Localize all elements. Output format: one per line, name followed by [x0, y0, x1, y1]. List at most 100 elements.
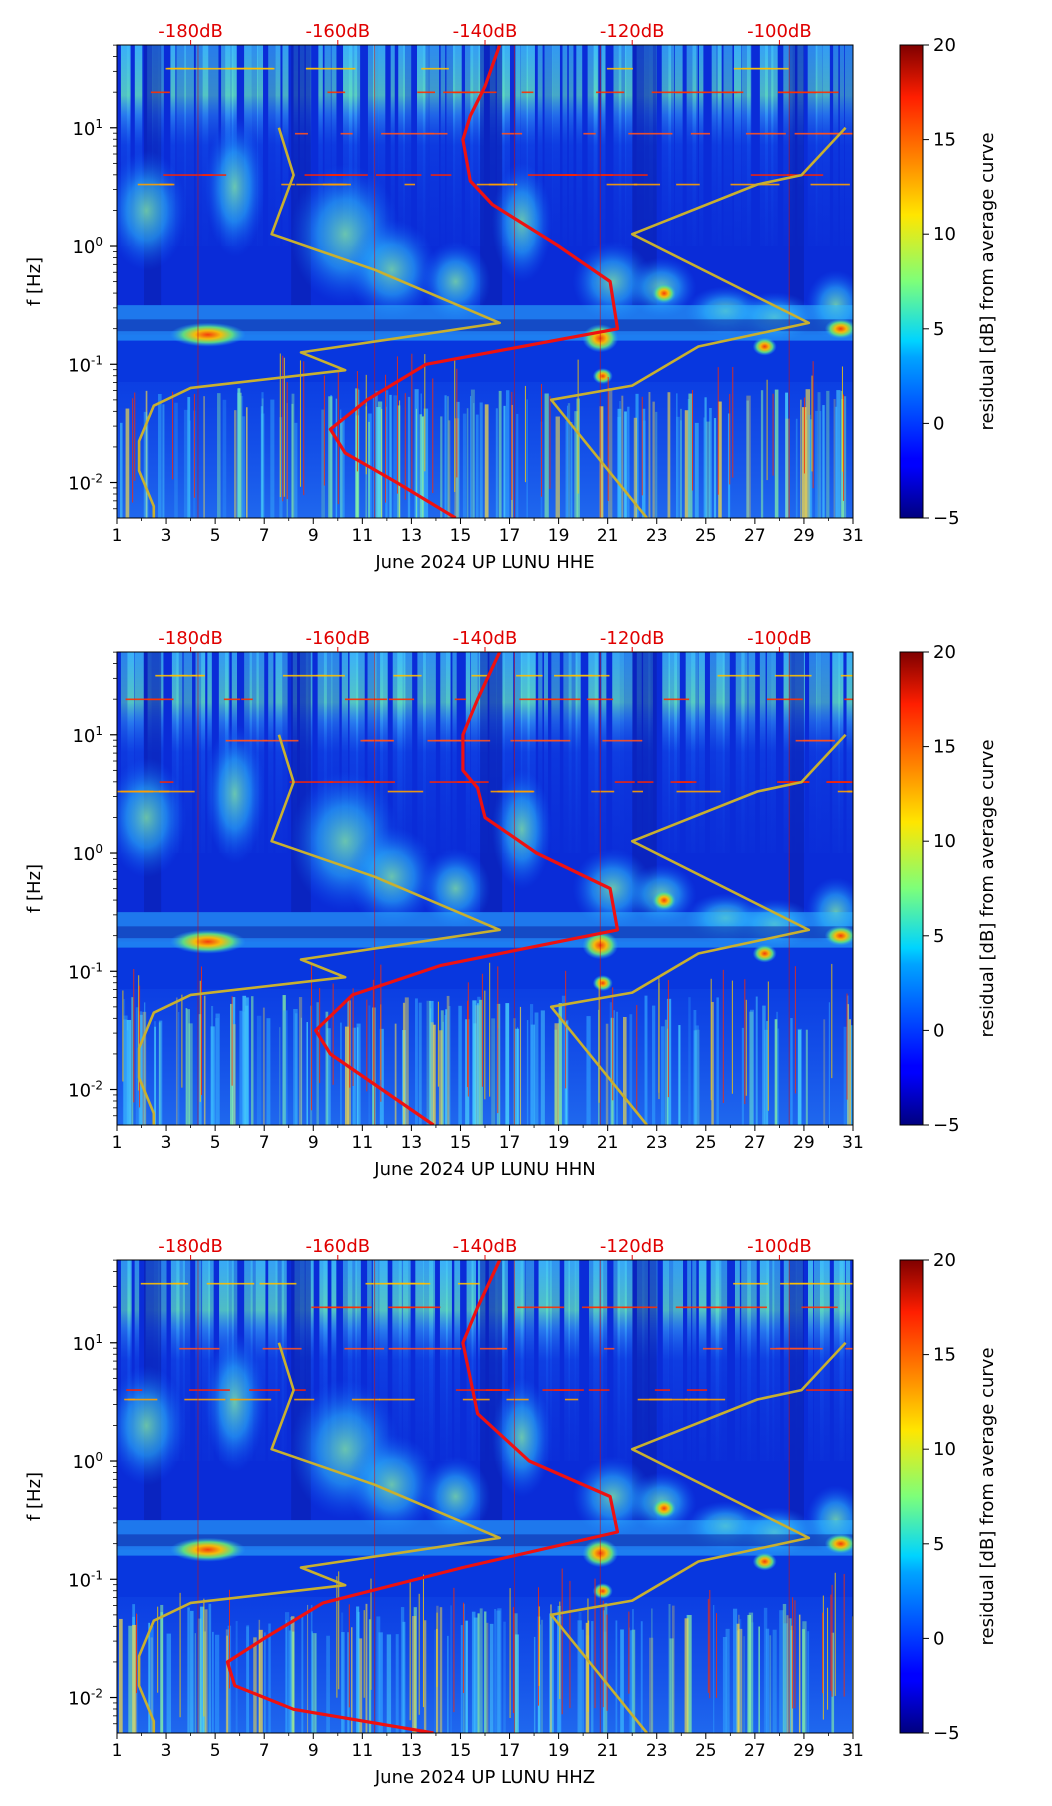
y-tick-label: 10-2 — [68, 472, 103, 495]
nlnm-curve — [137, 127, 502, 518]
x-tick-label: 29 — [793, 1741, 815, 1761]
y-axis-label: f [Hz] — [24, 257, 45, 306]
colorbar-tick-label: 15 — [933, 130, 956, 151]
top-db-tick-label: -180dB — [158, 21, 223, 42]
y-tick-label: 10-2 — [68, 1687, 103, 1710]
colorbar-tick-label: 20 — [933, 1250, 956, 1271]
top-db-tick-label: -180dB — [158, 628, 223, 649]
y-tick-label: 101 — [72, 1332, 103, 1355]
x-tick-label: 3 — [161, 1741, 172, 1761]
x-tick-label: 13 — [401, 526, 423, 546]
x-tick-label: 3 — [161, 1133, 172, 1153]
colorbar-label: residual [dB] from average curve — [977, 1347, 998, 1645]
y-tick-label: 10-1 — [68, 1568, 103, 1591]
top-db-tick-label: -120dB — [600, 21, 665, 42]
colorbar-label: residual [dB] from average curve — [977, 132, 998, 430]
x-tick-label: 3 — [161, 526, 172, 546]
x-tick-label: 19 — [548, 526, 570, 546]
nlnm-curve — [137, 1342, 502, 1733]
y-axis-label: f [Hz] — [24, 864, 45, 913]
x-tick-label: 25 — [695, 1133, 717, 1153]
nhnm-curve — [549, 1341, 847, 1733]
x-tick-label: 23 — [646, 1133, 668, 1153]
x-tick-label: 21 — [597, 1741, 619, 1761]
x-tick-label: 9 — [308, 1133, 319, 1153]
x-tick-label: 31 — [842, 1741, 864, 1761]
colorbar-tick-label: −5 — [933, 1115, 960, 1136]
x-axis-label: June 2024 UP LUNU HHE — [374, 552, 594, 573]
average-psd-curve — [225, 1260, 620, 1733]
x-tick-label: 1 — [112, 1741, 123, 1761]
x-tick-label: 23 — [646, 1741, 668, 1761]
colorbar-tick-label: 15 — [933, 1345, 956, 1366]
x-tick-label: 5 — [210, 526, 221, 546]
top-db-tick-label: -160dB — [305, 21, 370, 42]
x-tick-label: 15 — [450, 1741, 472, 1761]
top-db-tick-label: -140dB — [453, 21, 518, 42]
colorbar: 20 15 10 5 0 −5 residual [dB] from average cur… — [899, 642, 998, 1136]
top-db-tick-label: -180dB — [158, 1236, 223, 1257]
colorbar-tick-label: 5 — [933, 1534, 944, 1555]
top-db-tick-label: -120dB — [600, 1236, 665, 1257]
colorbar-tick-label: 0 — [933, 413, 944, 434]
x-tick-label: 17 — [499, 1741, 521, 1761]
colorbar-tick-label: 5 — [933, 319, 944, 340]
colorbar-tick-label: 10 — [933, 1439, 956, 1460]
x-tick-label: 15 — [450, 1133, 472, 1153]
x-tick-label: 5 — [210, 1741, 221, 1761]
colorbar-tick-label: 20 — [933, 642, 956, 663]
x-tick-label: 7 — [259, 1133, 270, 1153]
x-tick-label: 7 — [259, 526, 270, 546]
x-tick-label: 9 — [308, 1741, 319, 1761]
spectrogram-image — [117, 1260, 853, 1733]
spectrogram-image — [117, 652, 853, 1125]
colorbar-label: residual [dB] from average curve — [977, 739, 998, 1037]
x-tick-label: 27 — [744, 526, 766, 546]
top-db-tick-label: -100dB — [747, 21, 812, 42]
x-tick-label: 1 — [112, 1133, 123, 1153]
x-tick-label: 17 — [499, 526, 521, 546]
x-tick-label: 25 — [695, 526, 717, 546]
top-db-tick-label: -160dB — [305, 1236, 370, 1257]
colorbar: 20 15 10 5 0 −5 residual [dB] from average cur… — [899, 35, 998, 529]
x-tick-label: 19 — [548, 1741, 570, 1761]
x-tick-label: 5 — [210, 1133, 221, 1153]
x-tick-label: 11 — [352, 1741, 374, 1761]
x-tick-label: 13 — [401, 1133, 423, 1153]
y-tick-label: 100 — [72, 1450, 103, 1473]
top-db-tick-label: -100dB — [747, 1236, 812, 1257]
average-psd-curve — [328, 45, 620, 518]
x-tick-label: 11 — [352, 1133, 374, 1153]
average-psd-curve — [314, 652, 620, 1125]
colorbar: 20 15 10 5 0 −5 residual [dB] from average cur… — [899, 1250, 998, 1744]
x-tick-label: 27 — [744, 1133, 766, 1153]
x-tick-label: 9 — [308, 526, 319, 546]
colorbar-tick-label: 20 — [933, 35, 956, 56]
x-tick-label: 1 — [112, 526, 123, 546]
x-tick-label: 15 — [450, 526, 472, 546]
y-tick-label: 100 — [72, 842, 103, 865]
colorbar-tick-label: 0 — [933, 1628, 944, 1649]
top-db-tick-label: -160dB — [305, 628, 370, 649]
x-tick-label: 29 — [793, 526, 815, 546]
top-db-tick-label: -140dB — [453, 628, 518, 649]
x-tick-label: 11 — [352, 526, 374, 546]
x-tick-label: 13 — [401, 1741, 423, 1761]
x-tick-label: 31 — [842, 526, 864, 546]
x-tick-label: 27 — [744, 1741, 766, 1761]
colorbar-tick-label: 10 — [933, 224, 956, 245]
colorbar-tick-label: 10 — [933, 831, 956, 852]
y-tick-label: 10-1 — [68, 353, 103, 376]
y-tick-label: 10-2 — [68, 1079, 103, 1102]
x-tick-label: 19 — [548, 1133, 570, 1153]
x-tick-label: 29 — [793, 1133, 815, 1153]
x-tick-label: 21 — [597, 526, 619, 546]
colorbar-tick-label: 15 — [933, 737, 956, 758]
x-tick-label: 31 — [842, 1133, 864, 1153]
nlnm-curve — [137, 734, 502, 1125]
y-axis-label: f [Hz] — [24, 1472, 45, 1521]
